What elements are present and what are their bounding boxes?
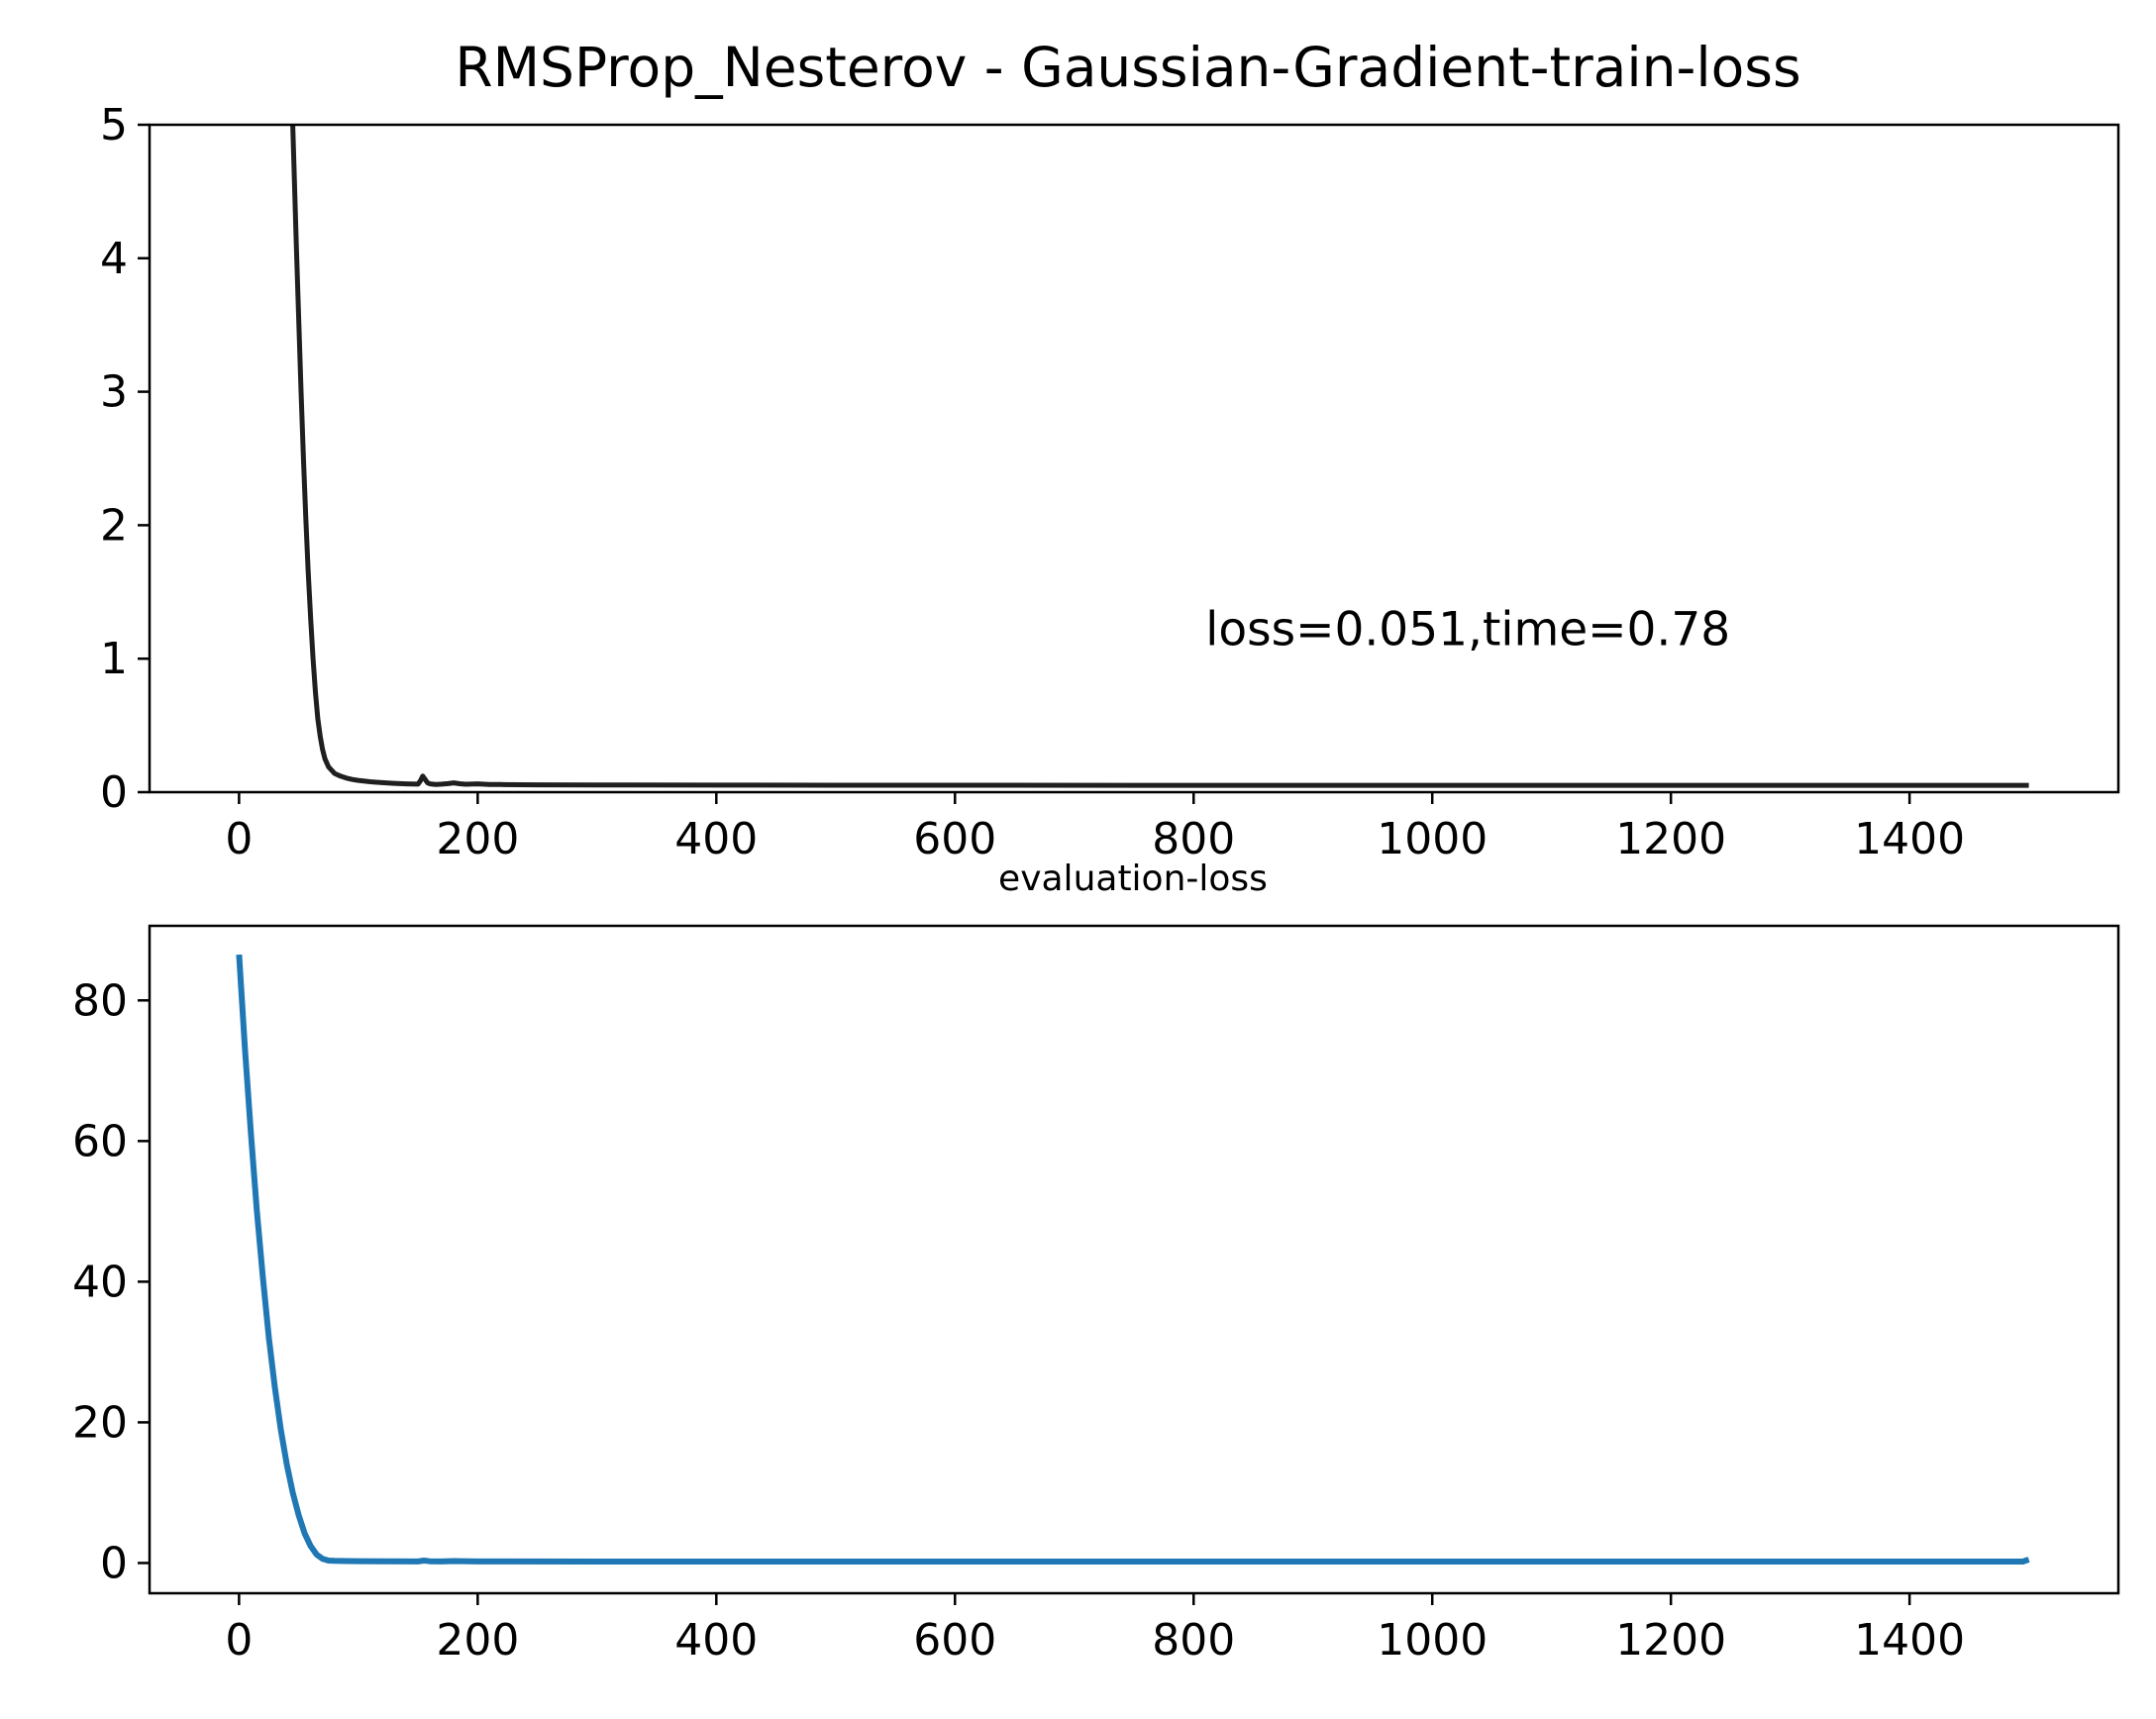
train-loss-chart: RMSProp_Nesterov - Gaussian-Gradient-tra… bbox=[100, 36, 2120, 864]
y-tick-label: 0 bbox=[100, 767, 128, 818]
evaluation-loss-chart: evaluation-loss 0 200 400 600 800 1000 1200 140… bbox=[72, 859, 2120, 1666]
x-tick-label: 600 bbox=[913, 1615, 996, 1666]
evaluation-loss-plot-area bbox=[236, 954, 2030, 1565]
y-tick-label: 3 bbox=[100, 367, 128, 418]
evaluation-loss-series-line bbox=[236, 954, 2030, 1565]
x-tick-label: 600 bbox=[913, 814, 996, 864]
evaluation-loss-y-axis: 0 20 40 60 80 bbox=[72, 975, 150, 1588]
y-tick-label: 0 bbox=[100, 1538, 128, 1588]
y-tick-label: 20 bbox=[72, 1397, 128, 1448]
loss-time-annotation: loss=0.051,time=0.78 bbox=[1205, 603, 1730, 657]
x-tick-label: 1400 bbox=[1854, 814, 1965, 864]
x-tick-label: 1400 bbox=[1854, 1615, 1965, 1666]
x-tick-label: 200 bbox=[436, 814, 519, 864]
x-tick-label: 800 bbox=[1152, 1615, 1235, 1666]
x-tick-label: 1000 bbox=[1377, 1615, 1488, 1666]
x-tick-label: 1200 bbox=[1615, 1615, 1726, 1666]
evaluation-loss-x-axis: 0 200 400 600 800 1000 1200 1400 bbox=[225, 1593, 1965, 1666]
x-tick-label: 1200 bbox=[1615, 814, 1726, 864]
y-tick-label: 5 bbox=[100, 100, 128, 151]
x-tick-label: 400 bbox=[674, 1615, 758, 1666]
x-tick-label: 0 bbox=[225, 814, 253, 864]
x-tick-label: 0 bbox=[225, 1615, 253, 1666]
evaluation-loss-axes-frame bbox=[148, 924, 2120, 1595]
x-tick-label: 800 bbox=[1152, 814, 1235, 864]
y-tick-label: 60 bbox=[72, 1116, 128, 1166]
y-tick-label: 80 bbox=[72, 975, 128, 1026]
x-tick-label: 400 bbox=[674, 814, 758, 864]
train-loss-series-line bbox=[290, 125, 2029, 788]
y-tick-label: 4 bbox=[100, 234, 128, 284]
y-tick-label: 40 bbox=[72, 1257, 128, 1307]
x-tick-label: 1000 bbox=[1377, 814, 1488, 864]
x-tick-label: 200 bbox=[436, 1615, 519, 1666]
evaluation-loss-title: evaluation-loss bbox=[998, 859, 1268, 899]
y-tick-label: 1 bbox=[100, 634, 128, 684]
train-loss-axes-frame bbox=[148, 123, 2120, 794]
train-loss-title: RMSProp_Nesterov - Gaussian-Gradient-tra… bbox=[455, 36, 1800, 99]
train-loss-x-axis: 0 200 400 600 800 1000 1200 1400 bbox=[225, 792, 1965, 864]
train-loss-plot-area bbox=[290, 125, 2029, 788]
train-loss-y-axis: 0 1 2 3 4 5 bbox=[100, 100, 150, 818]
y-tick-label: 2 bbox=[100, 500, 128, 551]
